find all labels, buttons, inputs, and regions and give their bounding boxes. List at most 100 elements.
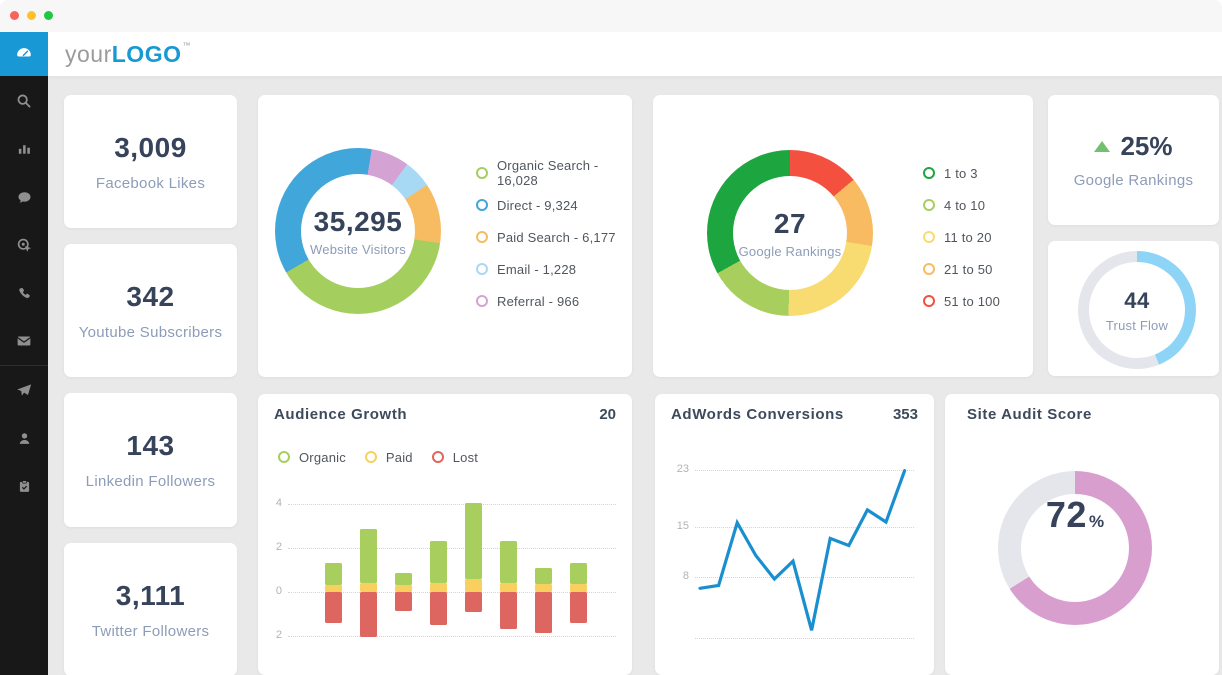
bar-chart-icon (16, 141, 33, 158)
sidebar-item-send[interactable] (0, 366, 48, 414)
paper-plane-icon (15, 381, 33, 399)
sidebar-item-search[interactable] (0, 77, 48, 125)
audience-growth-legend: Organic Paid Lost (278, 449, 478, 465)
maximize-window-button[interactable] (44, 11, 53, 20)
legend-ring-direct (476, 199, 488, 211)
trust-flow-value: 44 (1124, 287, 1150, 313)
twitter-followers-label: Twitter Followers (91, 622, 210, 640)
sidebar-divider (0, 365, 48, 366)
legend-label: Organic (299, 449, 346, 465)
close-window-button[interactable] (10, 11, 19, 20)
google-rankings-change-card: 25% Google Rankings (1048, 95, 1219, 225)
legend-label: 11 to 20 (944, 229, 992, 245)
legend-ring-referral (476, 295, 488, 307)
legend-label: 1 to 3 (944, 165, 978, 181)
website-visitors-legend: Organic Search - 16,028 Direct - 9,324 P… (476, 158, 632, 309)
legend-item: Direct - 9,324 (476, 197, 632, 213)
legend-item: 51 to 100 (923, 293, 1000, 309)
adwords-conversions-card: AdWords Conversions 353 23 15 8 (655, 394, 934, 675)
legend-item: 4 to 10 (923, 197, 1000, 213)
sidebar-item-mail[interactable] (0, 317, 48, 365)
sidebar-item-profile[interactable] (0, 414, 48, 462)
trust-flow-gauge: 44 Trust Flow (1078, 251, 1196, 369)
sidebar-nav (0, 32, 48, 675)
legend-item: Lost (431, 449, 478, 465)
sidebar-item-mentions[interactable] (0, 221, 48, 269)
trust-flow-card: 44 Trust Flow (1048, 241, 1219, 376)
website-visitors-donut-chart: 35,295 Website Visitors (275, 148, 441, 314)
google-rankings-label: Google Rankings (738, 243, 842, 259)
legend-label: 51 to 100 (944, 293, 1001, 309)
clipboard-check-icon (16, 478, 33, 495)
top-header: yourLOGO™ (48, 32, 1222, 77)
trend-up-icon (1094, 141, 1111, 152)
legend-item: Referral - 966 (476, 293, 632, 309)
logo[interactable]: yourLOGO™ (65, 41, 191, 68)
logo-main: LOGO (111, 41, 182, 67)
minimize-window-button[interactable] (27, 11, 36, 20)
youtube-subscribers-value: 342 (126, 280, 175, 312)
rankings-change-label: Google Rankings (1073, 172, 1194, 189)
legend-label: Referral - 966 (497, 293, 580, 309)
stat-card-facebook-likes: 3,009 Facebook Likes (64, 95, 237, 228)
stat-card-youtube-subscribers: 342 Youtube Subscribers (64, 244, 237, 377)
trust-flow-label: Trust Flow (1105, 317, 1169, 333)
search-icon (15, 92, 33, 110)
legend-ring-paid-search (476, 231, 488, 243)
website-visitors-card: 35,295 Website Visitors Organic Search -… (258, 95, 632, 377)
stat-card-linkedin-followers: 143 Linkedin Followers (64, 393, 237, 527)
user-icon (16, 430, 33, 447)
legend-ring-4to10 (923, 199, 935, 211)
legend-ring-paid (364, 451, 377, 463)
rankings-change-value: 25% (1120, 131, 1173, 161)
legend-item: Paid (364, 449, 413, 465)
logo-prefix: your (65, 41, 112, 67)
dashboard-gauge-icon (14, 44, 34, 64)
legend-label: Organic Search - 16,028 (497, 158, 599, 188)
legend-item: 1 to 3 (923, 165, 1000, 181)
youtube-subscribers-label: Youtube Subscribers (78, 323, 223, 341)
audience-growth-total: 20 (599, 406, 616, 423)
legend-item: 21 to 50 (923, 261, 1000, 277)
site-audit-score-card: Site Audit Score 72 % (945, 394, 1219, 675)
sidebar-item-dashboard[interactable] (0, 32, 48, 76)
logo-trademark: ™ (182, 41, 191, 50)
site-audit-donut-chart: 72 % (998, 471, 1152, 625)
adwords-conversions-plot: 23 15 8 (655, 394, 934, 675)
linkedin-followers-label: Linkedin Followers (85, 473, 216, 490)
legend-label: Paid Search - 6,177 (497, 229, 616, 245)
facebook-likes-value: 3,009 (114, 131, 187, 163)
sidebar-item-phone[interactable] (0, 269, 48, 317)
legend-ring-lost (431, 451, 444, 463)
site-audit-unit: % (1088, 512, 1105, 531)
legend-ring-1to3 (923, 167, 935, 179)
website-visitors-label: Website Visitors (310, 241, 406, 257)
google-rankings-value: 27 (773, 207, 807, 239)
legend-item: 11 to 20 (923, 229, 1000, 245)
legend-ring-organic (278, 451, 290, 463)
legend-item: Paid Search - 6,177 (476, 229, 632, 245)
google-rankings-card: 27 Google Rankings 1 to 3 4 to 10 11 to … (653, 95, 1033, 377)
sidebar-item-chat[interactable] (0, 173, 48, 221)
legend-ring-organic-search (476, 167, 488, 179)
legend-label: Email - 1,228 (497, 261, 577, 277)
site-audit-score-title: Site Audit Score (967, 406, 1092, 423)
legend-label: Paid (385, 449, 413, 465)
adwords-conversions-total: 353 (892, 406, 918, 423)
sidebar-item-tasks[interactable] (0, 462, 48, 510)
legend-item: Organic (278, 449, 346, 465)
linkedin-followers-value: 143 (126, 430, 175, 461)
chat-bubble-icon (16, 189, 33, 206)
legend-item: Organic Search - 16,028 (476, 158, 632, 188)
legend-ring-21to50 (923, 263, 935, 275)
sidebar-item-analytics[interactable] (0, 125, 48, 173)
mail-envelope-icon (15, 332, 33, 350)
legend-label: Direct - 9,324 (497, 197, 578, 213)
phone-icon (16, 285, 33, 302)
mention-target-icon (15, 236, 33, 254)
legend-ring-email (476, 263, 488, 275)
legend-ring-11to20 (923, 231, 935, 243)
